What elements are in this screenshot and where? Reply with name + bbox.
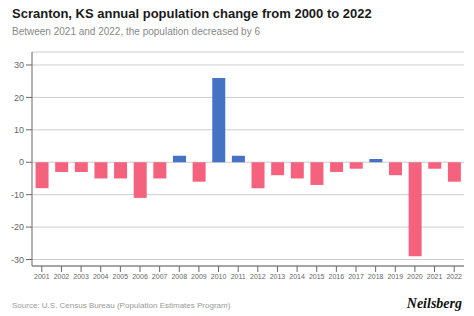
svg-text:-20: -20 xyxy=(11,222,24,232)
svg-text:2017: 2017 xyxy=(348,273,364,280)
svg-text:2012: 2012 xyxy=(250,273,266,280)
svg-text:2005: 2005 xyxy=(113,273,129,280)
svg-text:10: 10 xyxy=(14,125,24,135)
svg-text:2020: 2020 xyxy=(407,273,423,280)
svg-text:2013: 2013 xyxy=(270,273,286,280)
svg-text:2004: 2004 xyxy=(93,273,109,280)
svg-text:2019: 2019 xyxy=(387,273,403,280)
svg-text:-10: -10 xyxy=(11,190,24,200)
svg-text:2016: 2016 xyxy=(329,273,345,280)
svg-text:2022: 2022 xyxy=(446,273,462,280)
html-text:Source: U.S. Census Bureau (Po: Source: U.S. Census Bureau (Population E… xyxy=(12,301,231,310)
svg-text:2018: 2018 xyxy=(368,273,384,280)
svg-text:2010: 2010 xyxy=(211,273,227,280)
svg-text:2001: 2001 xyxy=(34,273,50,280)
svg-text:2021: 2021 xyxy=(427,273,443,280)
html-text:Between 2021 and 2022, the pop: Between 2021 and 2022, the population de… xyxy=(12,26,260,37)
svg-text:0: 0 xyxy=(19,157,24,167)
html-text:Scranton, KS annual population: Scranton, KS annual population change fr… xyxy=(12,6,372,21)
svg-text:2002: 2002 xyxy=(54,273,70,280)
svg-text:2015: 2015 xyxy=(309,273,325,280)
svg-text:30: 30 xyxy=(14,60,24,70)
svg-text:2003: 2003 xyxy=(73,273,89,280)
svg-text:2011: 2011 xyxy=(231,273,246,280)
svg-text:2014: 2014 xyxy=(289,273,305,280)
svg-text:2006: 2006 xyxy=(132,273,148,280)
svg-text:-30: -30 xyxy=(11,255,24,265)
svg-text:2008: 2008 xyxy=(171,273,187,280)
svg-text:2009: 2009 xyxy=(191,273,207,280)
svg-text:20: 20 xyxy=(14,93,24,103)
svg-text:2007: 2007 xyxy=(152,273,168,280)
html-text:Neilsberg: Neilsberg xyxy=(406,296,462,311)
